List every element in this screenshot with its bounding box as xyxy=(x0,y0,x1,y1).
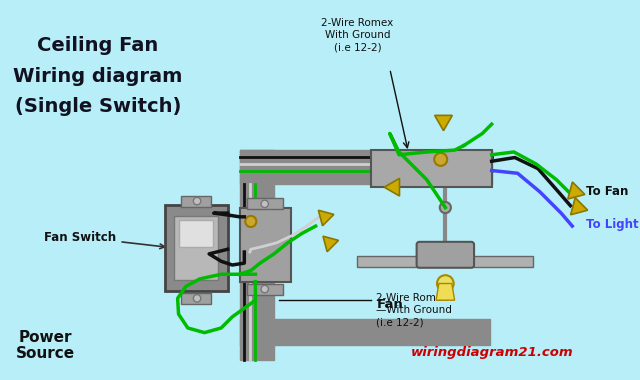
Circle shape xyxy=(440,202,451,213)
Bar xyxy=(240,150,274,360)
Bar xyxy=(164,205,228,291)
FancyBboxPatch shape xyxy=(417,242,474,268)
Text: Ceiling Fan: Ceiling Fan xyxy=(37,36,159,55)
Bar xyxy=(247,283,284,294)
Polygon shape xyxy=(571,198,588,215)
Polygon shape xyxy=(318,210,334,226)
Bar xyxy=(179,220,213,247)
Bar xyxy=(181,196,211,207)
Polygon shape xyxy=(435,116,452,131)
Circle shape xyxy=(245,216,257,227)
Text: To Fan: To Fan xyxy=(586,185,628,198)
Bar xyxy=(240,207,291,282)
Bar xyxy=(174,216,218,280)
Text: To Light: To Light xyxy=(586,218,639,231)
Text: wiringdiagram21.com: wiringdiagram21.com xyxy=(410,347,573,359)
Text: Fan: Fan xyxy=(376,298,403,311)
Text: Wiring diagram: Wiring diagram xyxy=(13,67,182,86)
Text: 2-Wire Romex
—With Ground
(i.e 12-2): 2-Wire Romex —With Ground (i.e 12-2) xyxy=(376,293,452,328)
Text: 2-Wire Romex
With Ground
(i.e 12-2): 2-Wire Romex With Ground (i.e 12-2) xyxy=(321,17,394,52)
Polygon shape xyxy=(436,283,454,300)
Bar xyxy=(357,256,417,267)
Circle shape xyxy=(437,275,454,292)
Polygon shape xyxy=(323,236,339,252)
Circle shape xyxy=(261,200,268,207)
Polygon shape xyxy=(568,182,585,199)
Bar xyxy=(240,319,490,345)
Bar xyxy=(247,198,284,209)
Text: Power
Source: Power Source xyxy=(15,330,75,361)
Bar xyxy=(473,256,533,267)
Text: (Single Switch): (Single Switch) xyxy=(15,97,181,116)
Circle shape xyxy=(193,197,201,205)
Circle shape xyxy=(434,153,447,166)
Circle shape xyxy=(193,294,201,302)
Bar xyxy=(371,150,492,187)
Text: Fan Switch: Fan Switch xyxy=(44,231,164,249)
Circle shape xyxy=(261,285,268,293)
Bar xyxy=(181,293,211,304)
Polygon shape xyxy=(384,178,399,196)
Bar xyxy=(240,150,492,184)
